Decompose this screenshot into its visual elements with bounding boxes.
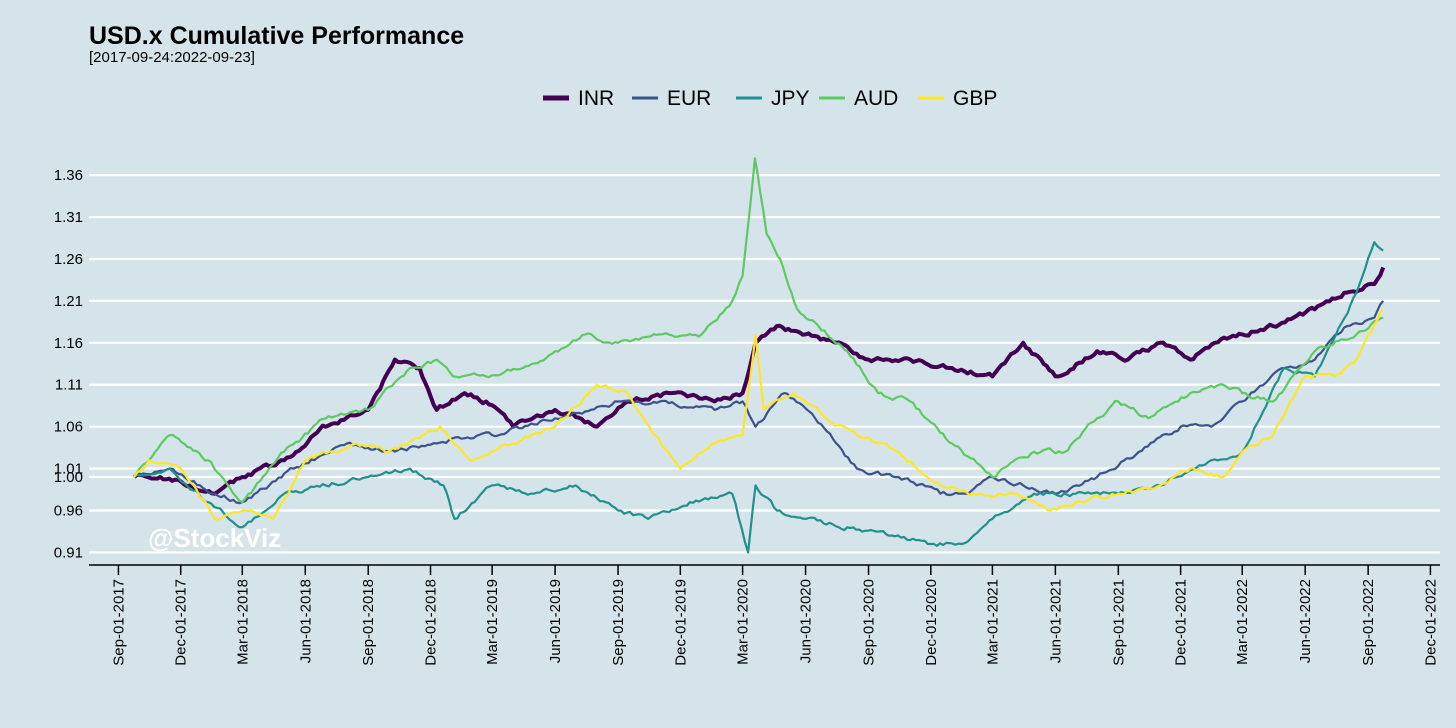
- y-tick-label: 1.21: [54, 293, 83, 310]
- x-tick-label: Mar-01-2022: [1234, 579, 1251, 665]
- x-tick-label: Sep-01-2017: [110, 579, 127, 666]
- legend-label-gbp: GBP: [953, 87, 997, 110]
- legend-label-eur: EUR: [667, 87, 711, 110]
- x-tick-label: Mar-01-2018: [234, 579, 251, 665]
- series-line-gbp: [133, 308, 1385, 521]
- x-tick-label: Sep-01-2018: [360, 579, 377, 666]
- x-tick-label: Jun-01-2018: [297, 579, 314, 663]
- y-tick-label: 1.31: [54, 209, 83, 226]
- x-tick-label: Jun-01-2019: [547, 579, 564, 663]
- legend-label-inr: INR: [578, 87, 614, 110]
- chart-subtitle: [2017-09-24:2022-09-23]: [89, 49, 255, 66]
- series-line-eur: [133, 300, 1385, 505]
- x-tick-label: Dec-01-2018: [423, 579, 440, 666]
- x-tick-label: Mar-01-2021: [984, 579, 1001, 665]
- x-tick-label: Mar-01-2020: [735, 579, 752, 665]
- x-tick-label: Dec-01-2017: [173, 579, 190, 666]
- x-tick-label: Jun-01-2021: [1047, 579, 1064, 663]
- x-tick-label: Dec-01-2020: [923, 579, 940, 666]
- series-line-inr: [133, 266, 1386, 496]
- y-tick-label: 1.00: [54, 469, 83, 486]
- watermark: @StockViz: [148, 523, 281, 553]
- y-tick-label: 0.96: [54, 503, 83, 520]
- x-tick-label: Sep-01-2020: [861, 579, 878, 666]
- y-tick-label: 1.06: [54, 419, 83, 436]
- chart-title: USD.x Cumulative Performance: [89, 22, 464, 50]
- y-tick-label: 1.01: [54, 461, 83, 478]
- y-tick-label: 1.36: [54, 167, 83, 184]
- x-axis: Sep-01-2017 Dec-01-2017 Mar-01-2018 Jun-01-…: [89, 564, 1440, 666]
- series-line-aud: [133, 157, 1384, 504]
- x-tick-label: Jun-01-2020: [798, 579, 815, 663]
- y-tick-label: 0.91: [54, 544, 83, 561]
- x-tick-label: Dec-01-2019: [672, 579, 689, 666]
- x-tick-label: Dec-01-2021: [1173, 579, 1190, 666]
- x-tick-label: Dec-01-2022: [1422, 579, 1439, 666]
- y-axis: 0.91 0.96 1.001.01 1.06 1.11 1.16 1.21 1.26 1.31…: [54, 167, 83, 561]
- x-tick-label: Sep-01-2021: [1110, 579, 1127, 666]
- legend: INR EUR JPY AUD GBP: [543, 87, 997, 110]
- y-tick-label: 1.11: [55, 377, 83, 394]
- y-tick-label: 1.16: [54, 335, 83, 352]
- x-tick-label: Mar-01-2019: [484, 579, 501, 665]
- x-tick-label: Jun-01-2022: [1297, 579, 1314, 663]
- x-tick-label: Sep-01-2019: [610, 579, 627, 666]
- y-tick-label: 1.26: [54, 251, 83, 268]
- x-tick-label: Sep-01-2022: [1360, 579, 1377, 666]
- legend-label-aud: AUD: [854, 87, 898, 110]
- legend-label-jpy: JPY: [771, 87, 810, 110]
- series-lines: [133, 157, 1386, 554]
